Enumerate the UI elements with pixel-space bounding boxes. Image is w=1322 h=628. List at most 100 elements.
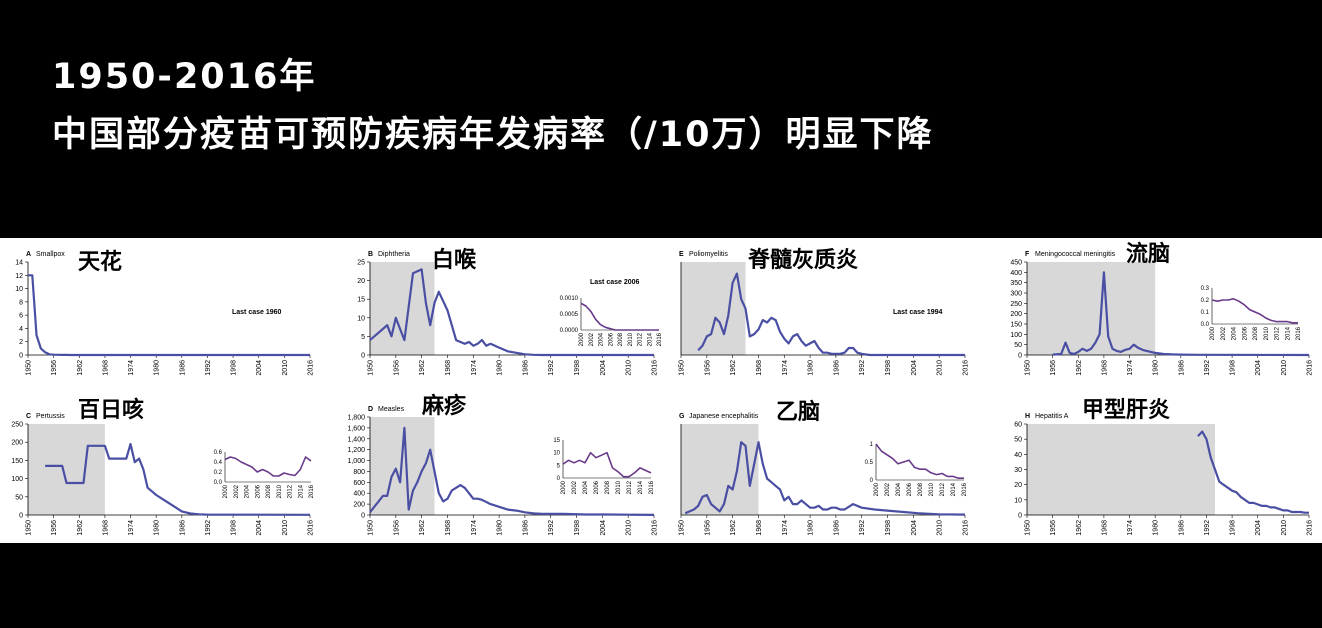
x-tick-label: 1974: [471, 520, 478, 536]
inset-y-tick-label: 0.0: [214, 480, 223, 486]
y-tick-label: 250: [11, 422, 23, 429]
x-tick-label: 1980: [1153, 360, 1160, 376]
panel-title: Smallpox: [36, 251, 65, 258]
inset-x-tick-label: 2012: [288, 484, 294, 498]
cn-label-diphtheria: 白喉: [432, 248, 477, 273]
x-tick-label: 1962: [730, 520, 737, 536]
inset-x-tick-label: 2006: [608, 332, 614, 346]
panel-letter: B: [368, 251, 373, 258]
y-tick-label: 1,200: [347, 447, 365, 454]
inset-x-tick-label: 2016: [962, 482, 968, 496]
inset-y-tick-label: 0.0000: [560, 328, 579, 334]
y-tick-label: 100: [1010, 332, 1022, 339]
chart-poliomyelitis: E Poliomyelitis 1950 1956 1962 1968 1974 1980 19…: [679, 251, 970, 376]
inset-x-tick-label: 2008: [266, 484, 272, 498]
y-tick-label: 1,800: [347, 415, 365, 422]
x-tick-label: 2004: [256, 360, 263, 376]
x-tick-label: 1986: [833, 520, 840, 536]
y-tick-label: 450: [1010, 260, 1022, 267]
x-tick-label: 2016: [1307, 360, 1314, 376]
x-tick-label: 1986: [833, 360, 840, 376]
x-tick-label: 1974: [471, 360, 478, 376]
panel-title: Meningococcal meningitis: [1035, 251, 1116, 258]
y-tick-label: 1,000: [347, 458, 365, 465]
y-tick-label: 60: [1014, 422, 1022, 429]
x-tick-label: 2004: [911, 520, 918, 536]
x-tick-label: 2010: [626, 520, 633, 536]
y-tick-label: 600: [353, 480, 365, 487]
inset-x-tick-label: 2014: [638, 480, 644, 494]
inset-x-tick-label: 2006: [594, 480, 600, 494]
inset-x-tick-label: 2006: [907, 482, 913, 496]
x-tick-label: 2010: [626, 360, 633, 376]
y-tick-label: 15: [357, 297, 365, 304]
series-line: [28, 274, 310, 357]
x-tick-label: 1986: [1178, 360, 1185, 376]
inset-x-tick-label: 2016: [309, 484, 315, 498]
x-tick-label: 1980: [497, 360, 504, 376]
x-tick-label: 1956: [393, 520, 400, 536]
x-tick-label: 2010: [282, 360, 289, 376]
pre-vaccine-shade: [370, 262, 435, 355]
x-tick-label: 1992: [1204, 520, 1211, 536]
panel-title: Hepatitis A: [1035, 413, 1069, 420]
inset-y-tick-label: 0.2: [214, 470, 223, 476]
y-tick-label: 14: [15, 260, 23, 267]
x-tick-label: 1974: [1127, 360, 1134, 376]
inset-y-tick-label: 0.3: [1201, 286, 1210, 292]
x-tick-label: 1956: [1050, 520, 1057, 536]
inset-x-tick-label: 2012: [1275, 326, 1281, 340]
panel-letter: G: [679, 413, 685, 420]
inset-x-tick-label: 2008: [1253, 326, 1259, 340]
inset-y-tick-label: 0: [557, 476, 561, 482]
x-tick-label: 1950: [1025, 520, 1032, 536]
series-line: [684, 441, 966, 516]
inset-x-tick-label: 2000: [1210, 326, 1216, 340]
x-tick-label: 1962: [419, 360, 426, 376]
y-tick-label: 20: [1014, 482, 1022, 489]
inset-x-tick-label: 2006: [255, 484, 261, 498]
annotation-label: Last case 1960: [232, 309, 282, 316]
series-line: [45, 442, 311, 516]
x-tick-label: 1986: [522, 520, 529, 536]
y-tick-label: 1,400: [347, 436, 365, 443]
inset-y-tick-label: 10: [553, 451, 560, 457]
inset-x-tick-label: 2000: [874, 482, 880, 496]
y-tick-label: 25: [357, 260, 365, 267]
inset-x-tick-label: 2014: [1285, 326, 1291, 340]
x-tick-label: 1950: [368, 520, 375, 536]
x-tick-label: 2010: [282, 520, 289, 536]
inset-y-tick-label: 0.0010: [560, 296, 579, 302]
x-tick-label: 1950: [26, 360, 33, 376]
series-line: [1052, 271, 1310, 357]
x-tick-label: 1980: [808, 360, 815, 376]
y-tick-label: 0: [361, 513, 365, 520]
x-tick-label: 1968: [445, 360, 452, 376]
x-tick-label: 1968: [445, 520, 452, 536]
inset-x-tick-label: 2010: [277, 484, 283, 498]
x-tick-label: 1968: [756, 360, 763, 376]
panel-letter: F: [1025, 251, 1030, 258]
inset-y-tick-label: 0.0005: [560, 312, 579, 318]
x-tick-label: 1992: [859, 520, 866, 536]
y-tick-label: 10: [1014, 497, 1022, 504]
cn-label-hepatitis: 甲型肝炎: [1082, 398, 1171, 423]
y-tick-label: 4: [19, 326, 23, 333]
cn-label-pertussis: 百日咳: [78, 398, 145, 423]
annotation-label: Last case 1994: [893, 309, 943, 316]
x-tick-label: 1998: [1230, 520, 1237, 536]
x-tick-label: 1998: [231, 520, 238, 536]
x-tick-label: 1980: [154, 520, 161, 536]
cn-label-smallpox: 天花: [78, 250, 123, 275]
inset-x-tick-label: 2000: [579, 332, 585, 346]
inset-series-line: [875, 443, 964, 479]
inset-x-tick-label: 2010: [628, 332, 634, 346]
y-tick-label: 800: [353, 469, 365, 476]
x-tick-label: 1950: [679, 520, 686, 536]
y-tick-label: 200: [353, 502, 365, 509]
inset-y-tick-label: 0: [870, 478, 874, 484]
panel-letter: D: [368, 406, 373, 413]
y-tick-label: 50: [1014, 437, 1022, 444]
inset-x-tick-label: 2012: [627, 480, 633, 494]
inset-x-tick-label: 2014: [647, 332, 653, 346]
